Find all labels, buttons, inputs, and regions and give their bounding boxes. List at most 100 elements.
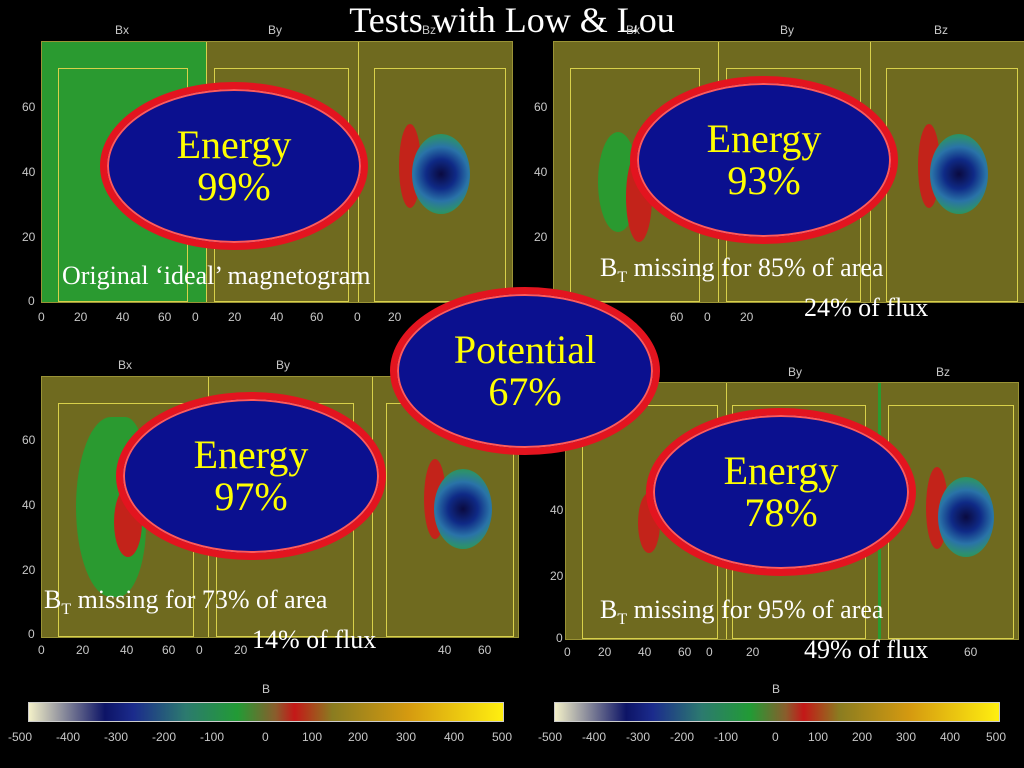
y-tick: 0 — [556, 631, 563, 645]
colorbar-tick: 500 — [492, 730, 513, 744]
x-tick: 40 — [116, 310, 130, 324]
colorbar-tick: 0 — [772, 730, 779, 744]
ellipse-value: 97% — [214, 474, 288, 519]
colorbar-tick: 400 — [940, 730, 961, 744]
colorbar-tick: 100 — [808, 730, 829, 744]
ellipse-label: Energy — [706, 116, 822, 161]
x-tick: 0 — [704, 310, 711, 324]
ellipse-value: 78% — [744, 490, 818, 535]
x-tick: 60 — [670, 310, 684, 324]
energy-ellipse-bottom-right: Energy 78% — [646, 408, 916, 576]
ellipse-label: Energy — [193, 432, 309, 477]
label-bz: Bz — [934, 23, 949, 37]
x-tick: 0 — [38, 310, 45, 324]
blue-spot — [412, 134, 470, 214]
y-tick: 60 — [534, 100, 548, 114]
ellipse-value: 67% — [488, 369, 562, 414]
colorbar-tick: 200 — [348, 730, 369, 744]
bt-subscript: T — [61, 601, 72, 619]
x-tick: 20 — [234, 643, 248, 657]
colorbar-left: B -500 -400 -300 -200 -100 0 100 200 300… — [0, 680, 520, 768]
x-tick: 0 — [196, 643, 203, 657]
colorbar-tick: 400 — [444, 730, 465, 744]
blue-spot — [930, 134, 988, 214]
colorbar-tick: -100 — [200, 730, 225, 744]
x-tick: 40 — [438, 643, 452, 657]
blue-spot — [938, 477, 994, 557]
colorbar-label: B — [262, 682, 271, 696]
colorbar-tick: -400 — [582, 730, 607, 744]
energy-ellipse-top-left: Energy 99% — [100, 82, 368, 250]
x-tick: 40 — [638, 645, 652, 659]
y-tick: 40 — [534, 165, 548, 179]
colorbar-tick: 500 — [986, 730, 1007, 744]
label-by: By — [788, 365, 803, 379]
colorbar-right: B -500 -400 -300 -200 -100 0 100 200 300… — [530, 680, 1024, 768]
x-tick: 20 — [746, 645, 760, 659]
x-tick: 20 — [388, 310, 402, 324]
energy-ellipse-top-right: Energy 93% — [630, 76, 898, 244]
bt-symbol: B — [44, 585, 62, 614]
colorbar-tick: -200 — [152, 730, 177, 744]
note-text: missing for 85% of area — [627, 253, 884, 282]
energy-ellipse-bottom-left: Energy 97% — [116, 392, 386, 560]
bt-subscript: T — [617, 269, 628, 287]
y-tick: 20 — [22, 563, 36, 577]
y-tick: 60 — [22, 433, 36, 447]
colorbar-tick: -300 — [626, 730, 651, 744]
label-by: By — [268, 23, 283, 37]
note-top-right-area: BT missing for 85% of area — [600, 254, 883, 292]
bt-symbol: B — [600, 253, 618, 282]
colorbar-tick: 300 — [396, 730, 417, 744]
y-tick: 20 — [22, 230, 36, 244]
colorbar-tick: 100 — [302, 730, 323, 744]
x-tick: 0 — [354, 310, 361, 324]
x-tick: 0 — [564, 645, 571, 659]
label-by: By — [780, 23, 795, 37]
x-tick: 60 — [158, 310, 172, 324]
colorbar-tick: -300 — [104, 730, 129, 744]
label-bx: Bx — [118, 358, 133, 372]
colorbar-tick: -200 — [670, 730, 695, 744]
x-tick: 20 — [74, 310, 88, 324]
ellipse-value: 99% — [197, 164, 271, 209]
y-tick: 40 — [550, 503, 564, 517]
note-bottom-left-area: BT missing for 73% of area — [44, 586, 327, 624]
green-region — [42, 42, 92, 302]
label-bz: Bz — [936, 365, 951, 379]
colorbar-tick: -400 — [56, 730, 81, 744]
y-tick: 20 — [550, 569, 564, 583]
x-tick: 60 — [478, 643, 492, 657]
note-top-right-flux: 24% of flux — [804, 293, 929, 322]
note-bottom-right-flux: 49% of flux — [804, 635, 929, 664]
colorbar-label: B — [772, 682, 781, 696]
y-tick: 40 — [22, 165, 36, 179]
colorbar-gradient — [554, 702, 1000, 722]
y-tick: 20 — [534, 230, 548, 244]
potential-ellipse-center: Potential 67% — [390, 287, 660, 455]
note-bottom-right-area: BT missing for 95% of area — [600, 596, 883, 634]
colorbar-gradient — [28, 702, 504, 722]
x-tick: 60 — [678, 645, 692, 659]
x-tick: 60 — [964, 645, 978, 659]
slide-title: Tests with Low & Lou — [349, 0, 675, 40]
bt-subscript: T — [617, 611, 628, 629]
colorbar-tick: -500 — [538, 730, 563, 744]
y-tick: 0 — [28, 627, 35, 641]
note-original-magnetogram: Original ‘ideal’ magnetogram — [62, 261, 371, 290]
y-tick: 0 — [28, 294, 35, 308]
x-tick: 60 — [310, 310, 324, 324]
colorbar-tick: 0 — [262, 730, 269, 744]
x-tick: 20 — [76, 643, 90, 657]
x-tick: 0 — [192, 310, 199, 324]
blue-spot — [434, 469, 492, 549]
x-tick: 20 — [598, 645, 612, 659]
note-text: missing for 73% of area — [71, 585, 328, 614]
label-by: By — [276, 358, 291, 372]
colorbar-tick: -500 — [8, 730, 33, 744]
x-tick: 0 — [38, 643, 45, 657]
colorbar-tick: -100 — [714, 730, 739, 744]
colorbar-tick: 300 — [896, 730, 917, 744]
ellipse-label: Energy — [176, 122, 292, 167]
ellipse-label: Energy — [723, 448, 839, 493]
